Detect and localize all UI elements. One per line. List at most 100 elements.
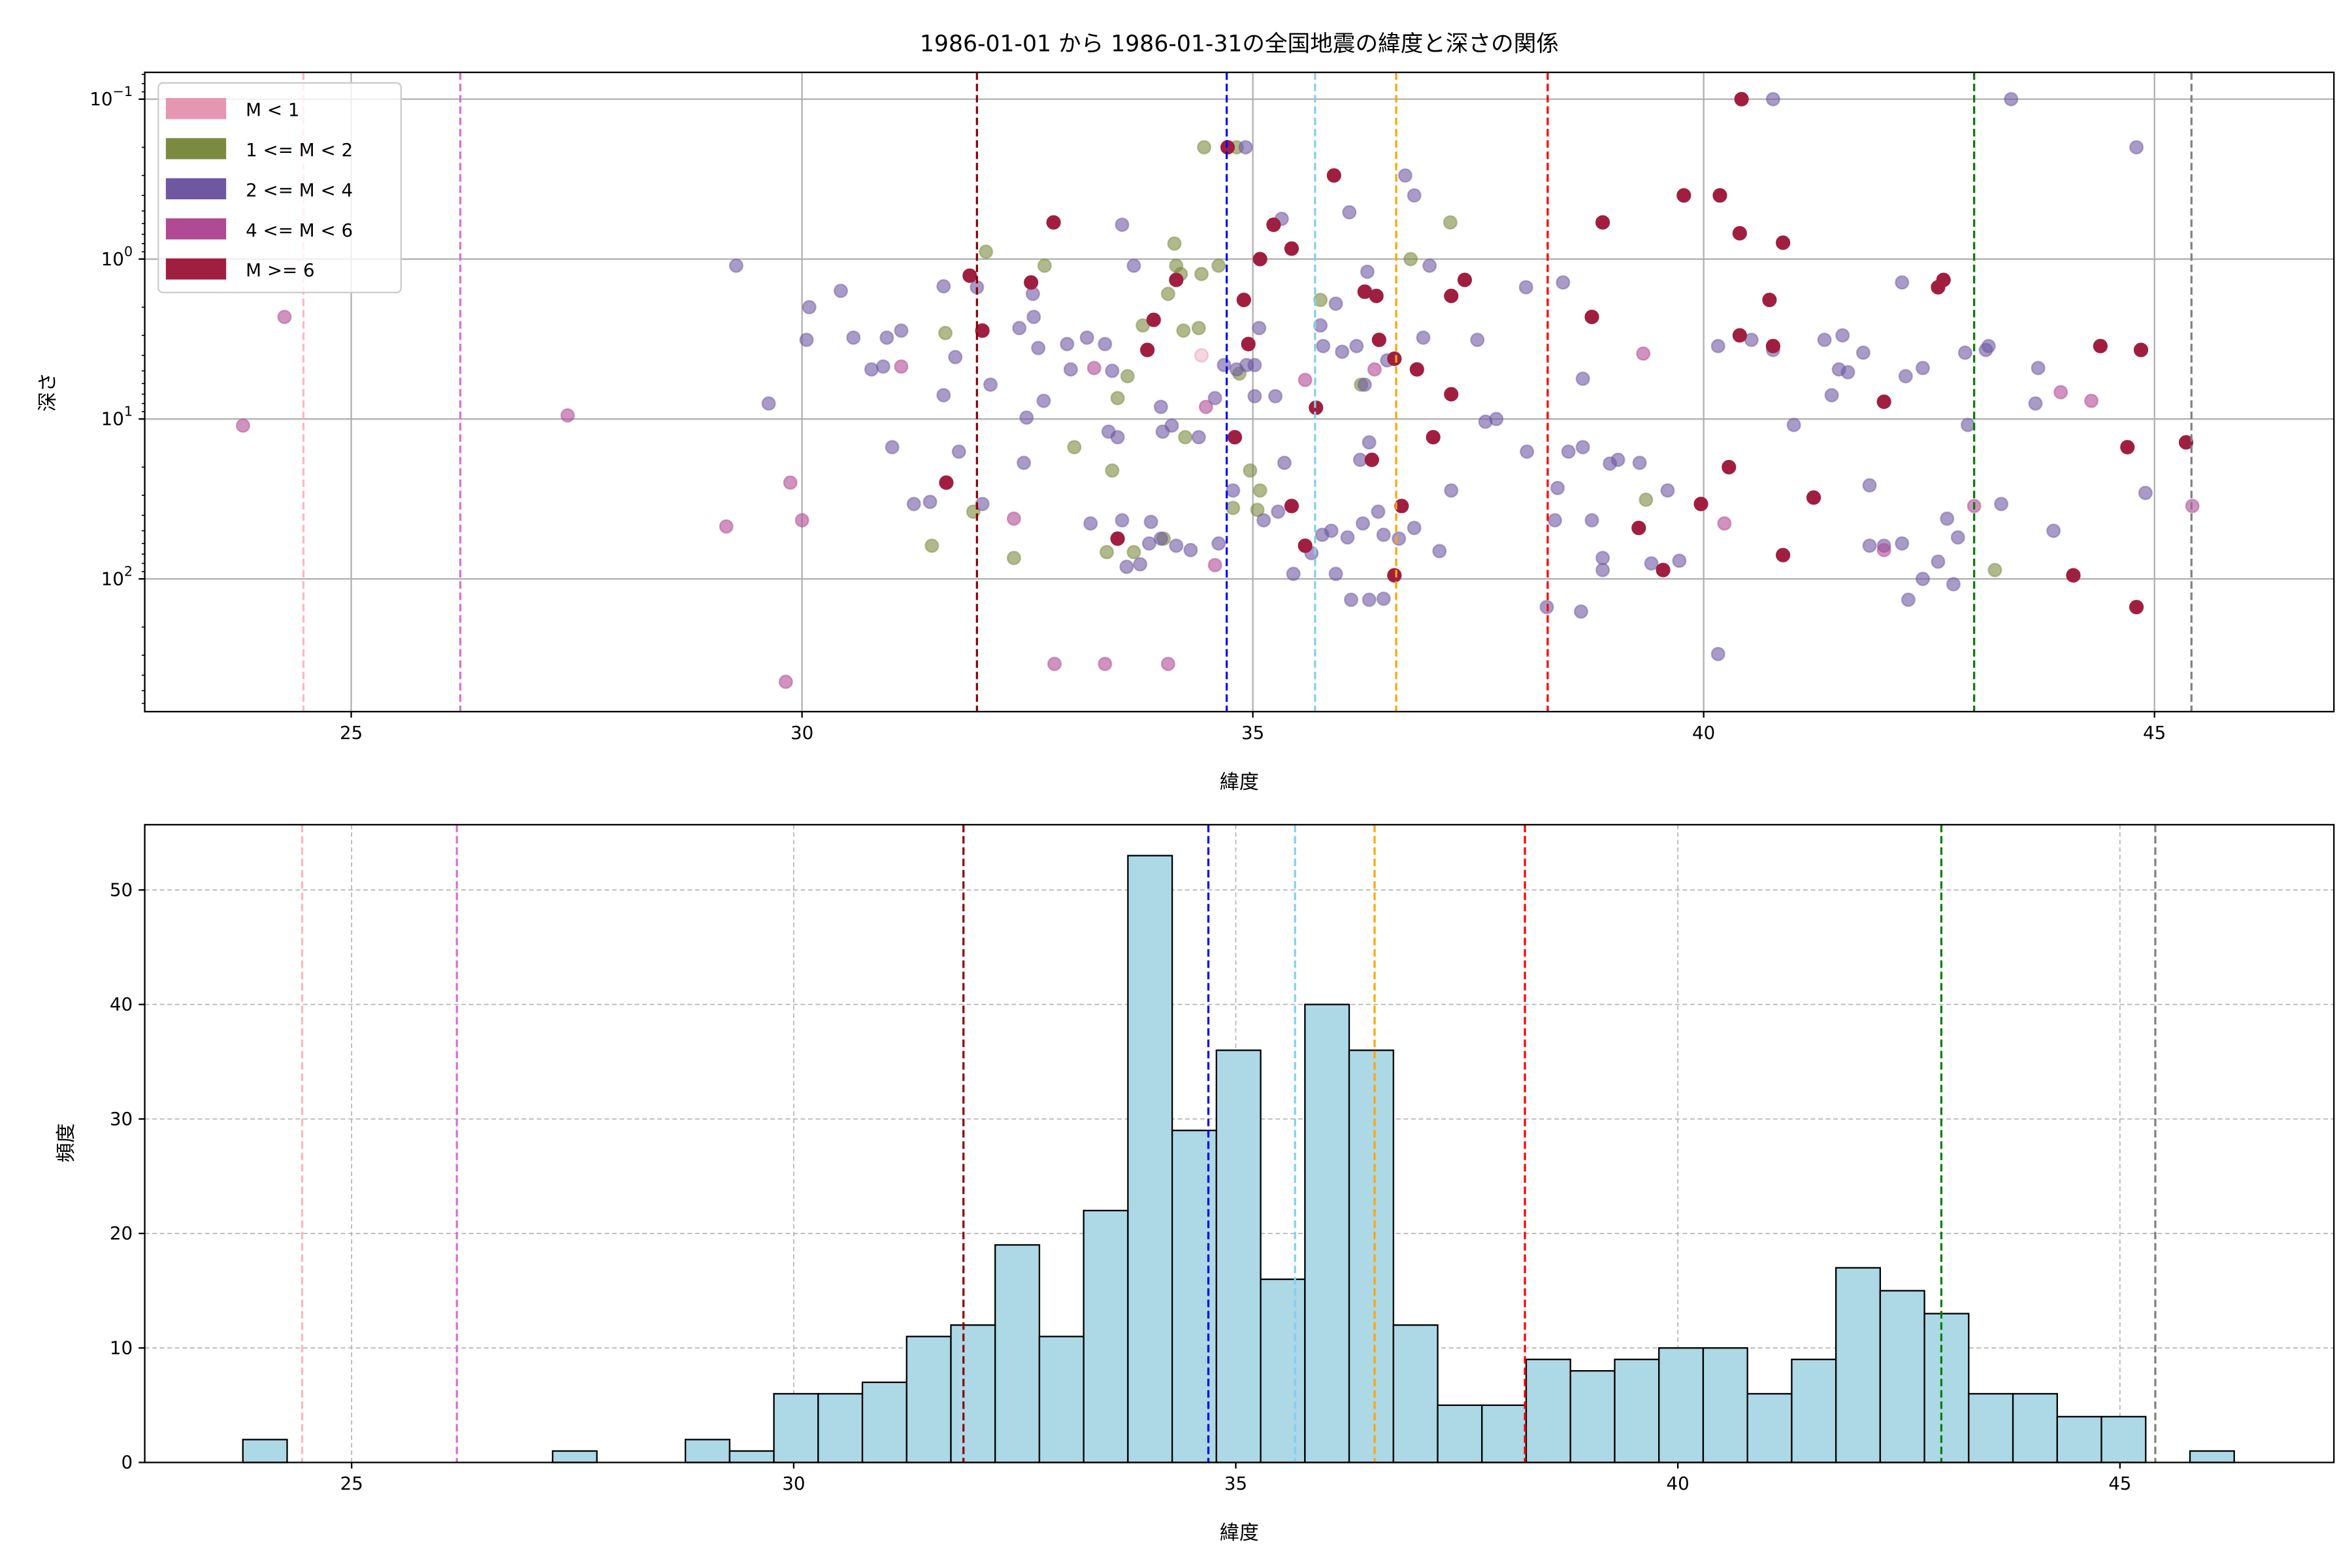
scatter-point: [783, 475, 798, 490]
scatter-point: [1978, 342, 1993, 357]
scatter-point: [1957, 345, 1972, 360]
scatter-point: [1717, 516, 1732, 531]
scatter-point: [1644, 556, 1659, 571]
scatter-point: [1376, 527, 1391, 542]
scatter-point: [2066, 568, 2081, 583]
legend-swatch: [165, 138, 227, 159]
scatter-point: [1238, 140, 1253, 155]
scatter-point: [1397, 168, 1413, 183]
scatter-point: [1183, 542, 1198, 557]
y-tick-label: 101: [101, 404, 133, 430]
histogram-bar: [1481, 1404, 1527, 1463]
histogram-bar: [994, 1244, 1041, 1463]
scatter-point: [1266, 217, 1281, 233]
histogram-bar: [2056, 1416, 2102, 1463]
scatter-point: [235, 418, 251, 433]
scatter-point: [1660, 483, 1675, 498]
histogram-bar: [1304, 1004, 1350, 1463]
scatter-point: [1060, 336, 1075, 351]
scatter-point: [1197, 140, 1212, 155]
histogram-bar: [1968, 1393, 2014, 1463]
scatter-point: [1335, 344, 1350, 359]
scatter-point: [1946, 577, 1961, 592]
scatter-point: [1575, 371, 1590, 386]
scatter-point: [885, 440, 900, 455]
scatter-point: [1722, 459, 1737, 475]
scatter-point: [1284, 241, 1299, 256]
scatter-point: [1328, 566, 1343, 581]
scatter-point: [761, 396, 776, 411]
scatter-point: [879, 330, 894, 345]
scatter-point: [1862, 478, 1877, 493]
scatter-point: [948, 350, 963, 365]
scatter-point: [1915, 572, 1931, 587]
x-tick-label: 40: [1667, 1473, 1690, 1494]
scatter-point: [1432, 544, 1447, 559]
scatter-x-label: 緯度: [1220, 771, 1259, 794]
histogram-bar: [1658, 1347, 1705, 1463]
scatter-point: [1376, 591, 1391, 606]
scatter-point: [1444, 288, 1459, 304]
scatter-point: [1326, 168, 1341, 183]
histogram-bar: [551, 1450, 598, 1463]
scatter-point: [1993, 497, 2009, 512]
scatter-point: [1676, 188, 1691, 203]
legend-label: 4 <= M < 6: [246, 220, 353, 241]
scatter-point: [962, 268, 977, 284]
scatter-point: [1443, 215, 1458, 230]
y-tick-label: 20: [110, 1222, 133, 1244]
histogram-bar: [1702, 1347, 1748, 1463]
scatter-point: [1227, 430, 1243, 445]
scatter-point: [1901, 592, 1916, 608]
scatter-point: [1036, 393, 1051, 408]
scatter-point: [1518, 280, 1533, 295]
scatter-point: [1595, 563, 1610, 578]
y-tick-label: 30: [110, 1108, 133, 1130]
scatter-point: [1031, 340, 1046, 355]
scatter-point: [1176, 323, 1191, 338]
scatter-point: [975, 497, 990, 512]
scatter-point: [1355, 516, 1371, 531]
histogram-bar: [728, 1450, 775, 1463]
scatter-point: [1194, 348, 1209, 363]
scatter-point: [2046, 523, 2061, 538]
scatter-point: [1191, 321, 1206, 336]
scatter-point: [1895, 275, 1910, 290]
histogram-bar: [1835, 1267, 1882, 1463]
scatter-point: [1026, 310, 1041, 325]
scatter-point: [1250, 502, 1265, 517]
scatter-point: [1357, 377, 1372, 392]
histogram-bar: [1127, 855, 1173, 1463]
legend-swatch: [165, 178, 227, 200]
x-tick-label: 25: [340, 722, 363, 743]
scatter-point: [1019, 410, 1034, 425]
y-tick-label: 10−1: [90, 84, 133, 110]
histogram-bar: [2100, 1416, 2147, 1463]
scatter-point: [923, 495, 938, 510]
scatter-point: [1207, 557, 1222, 573]
scatter-point: [1387, 351, 1402, 367]
scatter-point: [719, 519, 734, 534]
scatter-point: [1710, 647, 1725, 662]
histogram-y-label: 頻度: [55, 1123, 78, 1162]
scatter-point: [939, 475, 954, 490]
scatter-point: [1101, 424, 1116, 439]
scatter-point: [1489, 412, 1504, 427]
scatter-point: [1457, 272, 1473, 287]
plot-frame: [144, 71, 2335, 713]
scatter-point: [1160, 286, 1175, 301]
scatter-point: [2004, 91, 2019, 106]
scatter-point: [1394, 498, 1409, 514]
scatter-point: [1734, 91, 1749, 106]
scatter-point: [2031, 361, 2046, 376]
scatter-plot: 25 30 35 40 45 10−1 100 101 102: [90, 71, 2335, 743]
scatter-point: [2133, 342, 2149, 357]
scatter-point: [1407, 188, 1422, 203]
scatter-point: [1169, 258, 1184, 273]
scatter-point: [799, 333, 814, 348]
scatter-point: [1247, 389, 1262, 404]
scatter-point: [2120, 440, 2135, 455]
scatter-point: [1349, 338, 1364, 353]
scatter-point: [1313, 318, 1328, 333]
